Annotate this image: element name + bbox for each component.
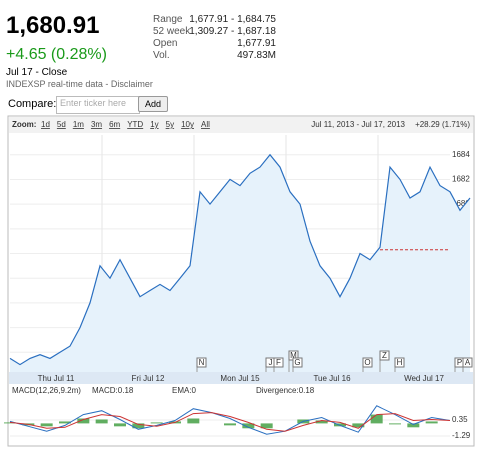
stat-value: 1,309.27 - 1,687.18 (189, 26, 276, 37)
zoom-link[interactable]: 1m (73, 120, 84, 129)
divergence-bar (352, 423, 365, 428)
add-button[interactable]: Add (138, 96, 168, 112)
zoom-link[interactable]: 10y (181, 120, 194, 129)
macd-line (9, 405, 451, 435)
x-tick-label: Mon Jul 15 (220, 374, 260, 383)
change: +4.65 (0.28%) (6, 46, 107, 63)
zoom-link[interactable]: All (201, 120, 210, 129)
flag-label: M (290, 351, 297, 360)
ema-label: EMA:0 (172, 386, 197, 395)
stat-value: 497.83M (237, 50, 276, 61)
macd-tick-label: 0.35 (452, 415, 468, 424)
price-line (9, 153, 471, 366)
macd-tick-label: -1.29 (452, 431, 471, 440)
zoom-change: +28.29 (1.71%) (415, 120, 470, 129)
source: INDEXSP real-time data - Disclaimer (6, 79, 153, 89)
flag[interactable] (292, 357, 303, 368)
divergence-bar (59, 421, 71, 424)
zoom-link[interactable]: 1d (41, 120, 50, 129)
x-tick-label: Thu Jul 11 (38, 374, 75, 383)
stat-value: 1,677.91 (237, 38, 276, 49)
ema-line (9, 412, 451, 432)
flag-label: J (269, 358, 273, 367)
divergence-bar (407, 423, 420, 428)
price: 1,680.91 (6, 12, 100, 39)
x-tick-label: Fri Jul 12 (132, 374, 165, 383)
chart-frame (7, 115, 475, 447)
flag[interactable] (379, 350, 390, 361)
zoom-label: Zoom: (12, 120, 36, 129)
zoom-link[interactable]: 6m (109, 120, 120, 129)
divergence-bar (425, 421, 438, 424)
stat-value: 1,677.91 - 1,684.75 (189, 14, 276, 25)
flag[interactable] (394, 357, 405, 368)
divergence-bar (95, 419, 108, 424)
divergence-bar (224, 423, 236, 426)
divergence-bar (187, 418, 200, 424)
compare-label: Compare: (8, 98, 57, 110)
flag-label: N (199, 358, 205, 367)
zoom-bar (9, 117, 473, 133)
flag[interactable] (462, 357, 473, 368)
divergence-bar (40, 423, 53, 427)
stat-label: Open (153, 38, 178, 49)
divergence-bar (4, 422, 16, 424)
flag[interactable] (273, 357, 284, 368)
divergence-bar (77, 418, 90, 424)
divergence-bar (132, 423, 145, 429)
flag-label: F (276, 358, 281, 367)
stat-label: 52 week (153, 26, 191, 37)
zoom-range: Jul 11, 2013 - Jul 17, 2013 (311, 120, 405, 129)
flag-label: H (397, 358, 403, 367)
x-tick-label: Wed Jul 17 (404, 374, 444, 383)
x-tick-label: Tue Jul 16 (313, 374, 351, 383)
zoom-link[interactable]: 5d (57, 120, 66, 129)
div-label: Divergence:0.18 (256, 386, 315, 395)
zoom-link[interactable]: 1y (150, 120, 158, 129)
divergence-bar (114, 423, 126, 427)
divergence-bar (370, 414, 383, 424)
flag-label: G (294, 358, 300, 367)
macd-title: MACD(12,26,9.2m) (12, 386, 81, 395)
flag[interactable] (362, 357, 373, 368)
flag-label: A (465, 358, 471, 367)
divergence-bar (242, 423, 255, 429)
zoom-link[interactable]: 5y (166, 120, 174, 129)
divergence-bar (260, 423, 273, 429)
area (10, 154, 470, 372)
y-tick-label: 1684 (452, 150, 470, 159)
macd-label: MACD:0.18 (92, 386, 134, 395)
flag-label: P (457, 358, 462, 367)
divergence-bar (389, 423, 401, 425)
zoom-link[interactable]: YTD (127, 120, 143, 129)
x-axis-bar (9, 372, 473, 384)
flag-label: Z (382, 351, 387, 360)
close-date: Jul 17 - Close (6, 67, 68, 78)
divergence-bar (315, 420, 328, 424)
flag-label: O (364, 358, 370, 367)
divergence-bar (150, 422, 163, 424)
y-tick-label: 1680 (452, 199, 470, 208)
stat-label: Range (153, 14, 183, 25)
zoom-link[interactable]: 3m (91, 120, 102, 129)
flag[interactable] (196, 357, 207, 368)
y-tick-label: 1682 (452, 175, 470, 184)
stat-label: Vol. (153, 50, 170, 61)
